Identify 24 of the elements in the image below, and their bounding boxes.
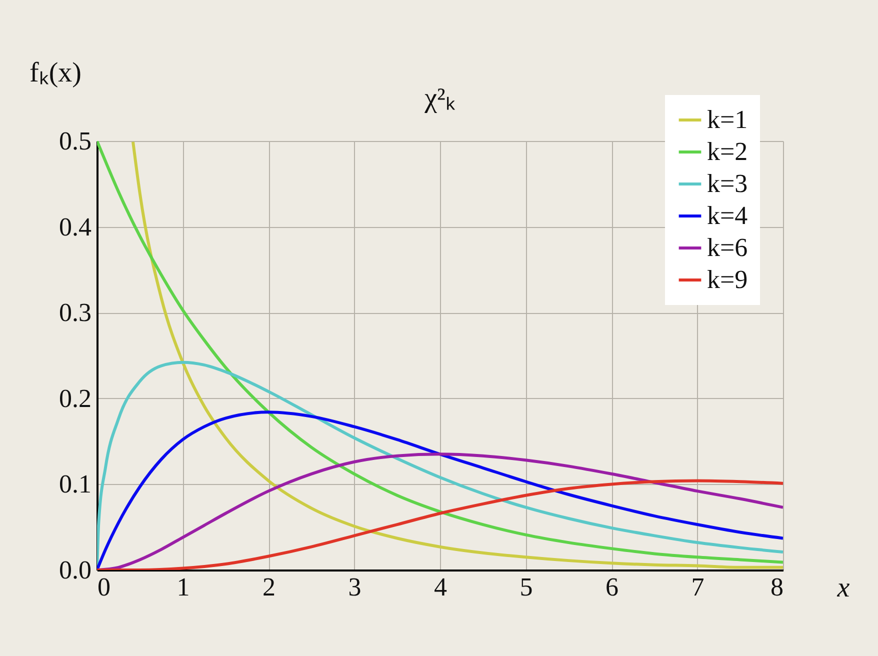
x-tick-label: 4 <box>434 572 447 602</box>
x-tick-label: 3 <box>348 572 362 602</box>
y-axis-title: fₖ(x) <box>30 58 82 88</box>
legend-label: k=1 <box>707 105 748 134</box>
x-tick-label: 6 <box>606 572 618 602</box>
y-tick-label: 0.1 <box>59 470 92 499</box>
legend-label: k=2 <box>707 137 748 166</box>
x-axis-title: x <box>836 572 850 604</box>
x-tick-label: 1 <box>176 572 190 602</box>
y-tick-label: 0.4 <box>59 212 92 242</box>
legend-label: k=9 <box>707 265 748 294</box>
x-tick-label: 2 <box>262 572 276 602</box>
y-tick-label: 0.0 <box>59 556 92 584</box>
x-tick-label: 0 <box>98 572 110 602</box>
x-tick-label: 7 <box>691 572 704 602</box>
y-tick-label: 0.3 <box>59 298 92 328</box>
legend-label: k=4 <box>707 201 748 230</box>
legend-label: k=3 <box>707 169 748 198</box>
x-tick-label: 8 <box>770 572 784 602</box>
y-tick-label: 0.5 <box>59 126 92 156</box>
x-tick-label: 5 <box>520 572 533 602</box>
legend-label: k=6 <box>707 233 748 262</box>
chart-title: χ²ₖ <box>424 83 456 114</box>
y-tick-label: 0.2 <box>59 384 92 413</box>
